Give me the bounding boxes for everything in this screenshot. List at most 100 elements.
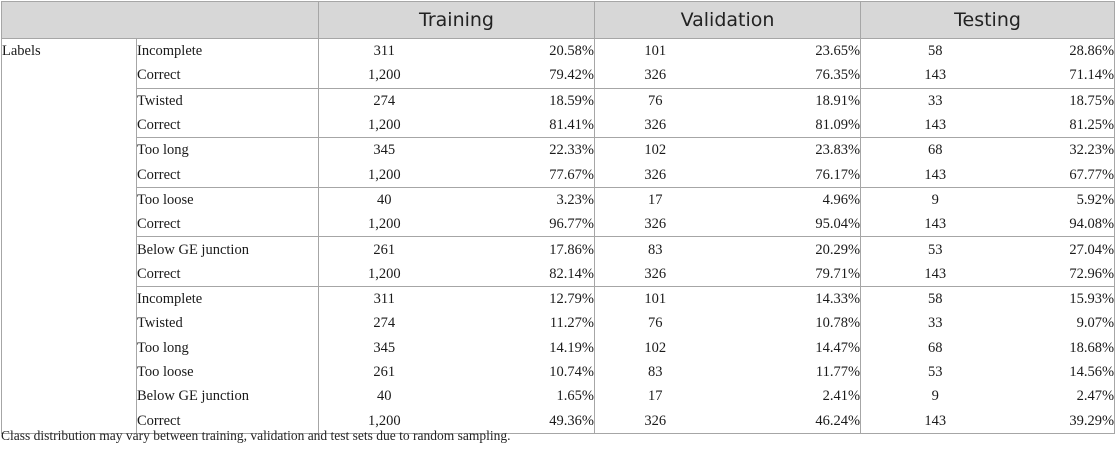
class-name-cell: Correct	[137, 117, 181, 134]
training-count-cell: 1,200	[318, 212, 450, 237]
testing-percent-cell: 72.96%	[1009, 261, 1116, 287]
table-row: Correct 1,200 79.42% 326 76.35% 143 71.14%	[2, 63, 1116, 89]
table-row: Too long 345 14.19% 102 14.47% 68 18.68%	[2, 335, 1116, 360]
training-count-cell: 40	[318, 384, 450, 409]
training-percent-cell: 77.67%	[549, 166, 595, 183]
table-row: Incomplete 311 12.79% 101 14.33% 58 15.93%	[2, 285, 1116, 312]
training-percent-cell: 79.42%	[549, 67, 595, 84]
table-row: Correct 1,200 49.36% 326 46.24% 143 39.29%	[2, 408, 1116, 434]
training-percent-cell: 18.59%	[449, 87, 595, 113]
validation-count-cell: 326	[594, 261, 716, 287]
class-name-cell: Too loose	[137, 364, 194, 380]
validation-count-cell: 326	[594, 212, 716, 237]
class-name-cell: Incomplete	[136, 285, 319, 312]
training-count-cell: 1,200	[318, 63, 450, 89]
training-count-cell: 345	[318, 137, 450, 163]
validation-percent-cell: 18.91%	[715, 87, 861, 113]
testing-percent-cell: 18.68%	[1009, 335, 1116, 360]
class-name-cell: Correct	[137, 166, 181, 183]
testing-percent-cell: 32.23%	[1009, 137, 1116, 163]
testing-count-cell: 143	[860, 212, 1010, 237]
training-percent-cell: 22.33%	[449, 137, 595, 163]
header-row: Training Validation Testing	[1, 1, 1116, 39]
validation-percent-cell: 4.96%	[715, 186, 861, 213]
validation-count-cell: 326	[594, 408, 716, 434]
testing-percent-cell: 5.92%	[1009, 186, 1116, 213]
testing-count-cell: 33	[860, 311, 1010, 336]
validation-percent-cell: 76.35%	[815, 67, 861, 84]
validation-count-cell: 326	[594, 162, 716, 188]
validation-percent-cell: 11.77%	[815, 364, 861, 380]
testing-count-cell: 143	[860, 408, 1010, 434]
testing-count-cell: 143	[860, 162, 1010, 188]
training-percent-cell: 96.77%	[549, 216, 595, 233]
training-count-cell: 274	[318, 87, 450, 113]
testing-count-cell: 9	[860, 384, 1010, 409]
testing-count-cell: 143	[860, 112, 1010, 138]
validation-count-cell: 326	[594, 112, 716, 138]
validation-percent-cell: 95.04%	[815, 216, 861, 233]
validation-count-cell: 101	[594, 38, 716, 64]
testing-percent-cell: 9.07%	[1009, 311, 1116, 336]
testing-count-cell: 53	[860, 236, 1010, 262]
validation-count-cell: 102	[594, 335, 716, 360]
training-count-cell: 261	[318, 236, 450, 262]
testing-count-cell: 68	[860, 335, 1010, 360]
testing-percent-cell: 39.29%	[1009, 408, 1116, 434]
testing-count-cell: 58	[860, 38, 1010, 64]
training-percent-cell: 3.23%	[449, 186, 595, 213]
training-percent-cell: 14.19%	[549, 339, 595, 356]
class-name-cell: Incomplete	[137, 43, 203, 60]
testing-percent-cell: 94.08%	[1009, 212, 1116, 237]
testing-count-cell: 68	[860, 137, 1010, 163]
validation-count-cell: 17	[594, 186, 716, 213]
training-percent-cell: 81.41%	[549, 117, 595, 134]
training-count-cell: 311	[318, 38, 450, 64]
testing-percent-cell: 28.86%	[1009, 38, 1116, 64]
testing-percent-cell: 27.04%	[1009, 236, 1116, 262]
class-name-cell: Twisted	[136, 87, 319, 113]
testing-percent-cell: 15.93%	[1009, 285, 1116, 312]
header-training: Training	[317, 1, 596, 39]
training-count-cell: 1,200	[318, 112, 450, 138]
training-count-cell: 1,200	[318, 162, 450, 188]
validation-count-cell: 83	[594, 236, 716, 262]
table-row: Correct 1,200 77.67% 326 76.17% 143 67.77%	[2, 162, 1116, 188]
validation-percent-cell: 10.78%	[815, 315, 861, 332]
training-count-cell: 345	[318, 335, 450, 360]
training-percent-cell: 17.86%	[449, 236, 595, 262]
class-name-cell: Too long	[137, 339, 189, 356]
class-name-cell: Below GE junction	[137, 388, 249, 405]
validation-count-cell: 83	[594, 359, 716, 385]
testing-count-cell: 58	[860, 285, 1010, 312]
testing-count-cell: 143	[860, 63, 1010, 89]
testing-percent-cell: 18.75%	[1009, 87, 1116, 113]
class-name-cell: Twisted	[137, 315, 183, 332]
training-count-cell: 1,200	[318, 261, 450, 287]
validation-count-cell: 101	[594, 285, 716, 312]
table-row: Correct 1,200 81.41% 326 81.09% 143 81.25%	[2, 112, 1116, 138]
class-distribution-table: Training Validation Testing Labels Incomp…	[1, 1, 1116, 434]
validation-percent-cell: 81.09%	[815, 117, 861, 134]
header-testing: Testing	[860, 1, 1116, 39]
training-count-cell: 40	[318, 186, 450, 213]
validation-percent-cell: 14.47%	[815, 339, 861, 356]
validation-percent-cell: 20.29%	[715, 236, 861, 262]
class-name-cell: Below GE junction	[136, 236, 319, 262]
validation-percent-cell: 14.33%	[715, 285, 861, 312]
testing-percent-cell: 67.77%	[1009, 162, 1116, 188]
class-name-cell: Correct	[137, 265, 181, 282]
class-name-cell: Too loose	[136, 186, 319, 213]
testing-count-cell: 33	[860, 87, 1010, 113]
testing-percent-cell: 2.47%	[1009, 384, 1116, 409]
training-percent-cell: 20.58%	[549, 43, 595, 60]
testing-count-cell: 143	[860, 261, 1010, 287]
training-count-cell: 274	[318, 311, 450, 336]
validation-count-cell: 76	[594, 87, 716, 113]
table-row: Too long 345 22.33% 102 23.83% 68 32.23%	[2, 137, 1116, 163]
class-name-cell: Correct	[137, 67, 181, 84]
table-row: Twisted 274 18.59% 76 18.91% 33 18.75%	[2, 87, 1116, 113]
validation-percent-cell: 2.41%	[822, 388, 861, 405]
table-row: Below GE junction 261 17.86% 83 20.29% 53 27.0…	[2, 236, 1116, 262]
row-group-label: Labels	[1, 38, 137, 434]
